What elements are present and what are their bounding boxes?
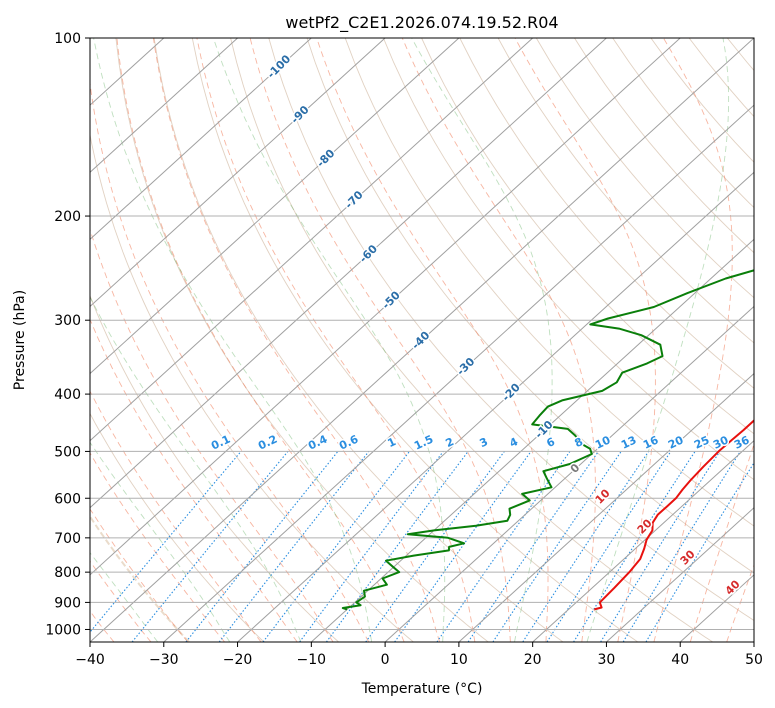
reference-curve	[411, 38, 553, 642]
dry-adiabat	[421, 38, 754, 435]
y-tick-label: 600	[54, 491, 81, 507]
y-tick-label: 800	[54, 565, 81, 581]
moist-adiabat	[152, 38, 441, 642]
dry-adiabat	[90, 514, 190, 642]
dry-adiabat	[115, 38, 489, 642]
moist-adiabat	[689, 442, 754, 642]
mixing-ratio-line	[436, 451, 571, 642]
chart-title: wetPf2_C2E1.2026.074.19.52.R04	[285, 13, 558, 33]
y-tick-label: 100	[54, 31, 81, 47]
mixing-ratio-line	[522, 451, 650, 642]
x-axis-label: Temperature (°C)	[361, 681, 483, 697]
moist-adiabat	[401, 38, 596, 642]
isotherm-line	[90, 38, 754, 642]
dry-adiabat	[497, 38, 754, 344]
x-tick-label: −20	[223, 652, 253, 668]
dry-adiabat	[382, 38, 754, 481]
mixing-ratio-line	[218, 451, 370, 642]
isotherm-line	[310, 238, 754, 642]
mixing-ratio-line	[325, 451, 469, 642]
x-axis-ticks: −40 −30 −20 −10 0 10 20 30 40 50	[75, 642, 763, 668]
moist-adiabat	[90, 390, 262, 642]
mixing-ratio-line	[492, 451, 622, 642]
isotherm-line	[90, 38, 607, 509]
dry-adiabat	[459, 38, 754, 389]
profile-lines	[341, 269, 754, 611]
temperature-line	[594, 419, 754, 611]
isotherm-line	[384, 305, 754, 642]
y-axis-ticks: 100 200 300 400 500 600 700 800 900 1000	[45, 31, 90, 638]
mixing-ratio-line	[365, 451, 505, 642]
mixing-ratio-line	[262, 451, 410, 642]
moist-adiabat	[249, 38, 511, 642]
isotherm-line	[163, 104, 754, 642]
dewpoint-line	[341, 269, 754, 611]
isotherm-line	[532, 440, 754, 642]
dry-adiabat	[90, 412, 265, 642]
isotherm-line	[90, 38, 460, 375]
mixing-ratio-line	[546, 451, 672, 642]
isotherm-line	[90, 38, 681, 576]
mixing-ratio-line	[600, 451, 721, 642]
y-tick-label: 900	[54, 595, 81, 611]
isotherm-line	[90, 38, 534, 442]
isotherm-line	[90, 38, 312, 240]
x-tick-label: 30	[598, 652, 616, 668]
reference-curve	[212, 38, 446, 642]
y-tick-label: 1000	[45, 622, 81, 638]
isotherm-line	[606, 507, 754, 642]
y-tick-label: 400	[54, 387, 81, 403]
reference-curve	[90, 441, 231, 642]
moist-adiabat	[653, 38, 733, 642]
moist-adiabat	[90, 318, 298, 642]
mixing-ratio-line	[299, 451, 444, 642]
x-tick-label: 50	[745, 652, 763, 668]
moist-adiabat	[90, 228, 334, 642]
moist-adiabat	[90, 452, 225, 642]
x-tick-label: 40	[671, 652, 689, 668]
isotherm-line	[90, 38, 386, 308]
x-tick-label: 20	[524, 652, 542, 668]
reference-curve	[93, 38, 373, 642]
x-tick-label: −30	[149, 652, 179, 668]
isotherm-line	[90, 38, 238, 173]
dry-adiabat	[268, 38, 754, 622]
mixing-ratio-line	[645, 461, 754, 642]
isotherm-line	[237, 171, 754, 642]
mixing-ratio-line	[573, 451, 696, 642]
y-tick-label: 500	[54, 444, 81, 460]
x-tick-label: −10	[297, 652, 327, 668]
moist-adiabat	[316, 38, 549, 642]
mixing-ratio-line	[622, 451, 741, 642]
dry-adiabat	[153, 38, 564, 642]
x-tick-label: −40	[75, 652, 105, 668]
y-tick-label: 700	[54, 531, 81, 547]
dry-adiabat	[191, 38, 639, 642]
dry-adiabat	[306, 38, 754, 574]
axes-frame	[89, 37, 755, 643]
moist-adiabat	[90, 79, 370, 642]
x-tick-label: 10	[450, 652, 468, 668]
dry-adiabat	[535, 38, 754, 299]
x-tick-label: 0	[381, 652, 390, 668]
isotherm-line	[458, 372, 754, 642]
skewed-isotherms	[90, 38, 754, 642]
reference-curve	[90, 296, 302, 642]
pressure-gridlines	[90, 38, 754, 630]
y-axis-label: Pressure (hPa)	[12, 290, 28, 390]
y-tick-label: 200	[54, 209, 81, 225]
mixing-ratio-line	[467, 451, 599, 642]
y-tick-label: 300	[54, 313, 81, 329]
moist-adiabat	[116, 38, 405, 642]
